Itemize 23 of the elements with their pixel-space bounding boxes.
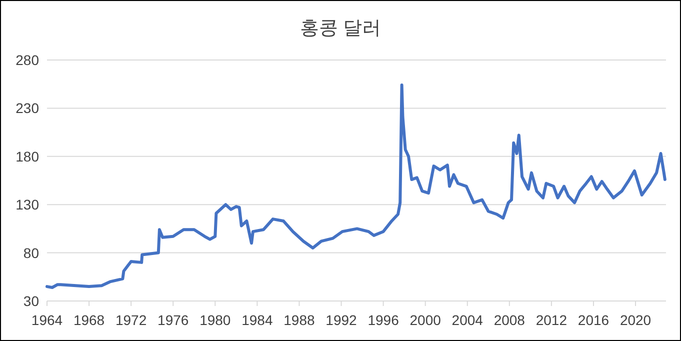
x-tick-label: 1980 [200,312,231,328]
x-tick-label: 1972 [115,312,147,328]
x-tick-label: 2000 [410,312,442,328]
x-tick-label: 2020 [620,312,652,328]
x-tick-label: 1996 [368,312,400,328]
x-tick-label: 1964 [31,312,63,328]
x-tick-label: 2016 [578,312,610,328]
x-tick-label: 1968 [73,312,105,328]
y-tick-label: 180 [16,148,40,164]
x-tick-label: 1988 [284,312,316,328]
chart-title: 홍콩 달러 [300,18,382,39]
y-tick-label: 230 [16,100,40,116]
x-tick-label: 1992 [326,312,358,328]
x-tick-label: 1976 [158,312,189,328]
y-tick-label: 30 [23,293,40,309]
line-series [46,84,666,289]
x-tick-label: 2008 [494,312,526,328]
x-tick-label: 2004 [452,312,484,328]
y-tick-label: 280 [16,52,40,68]
y-tick-label: 80 [23,244,40,261]
x-tick-label: 1984 [242,312,273,328]
y-tick-label: 130 [16,196,40,213]
x-tick-label: 2012 [536,312,568,328]
